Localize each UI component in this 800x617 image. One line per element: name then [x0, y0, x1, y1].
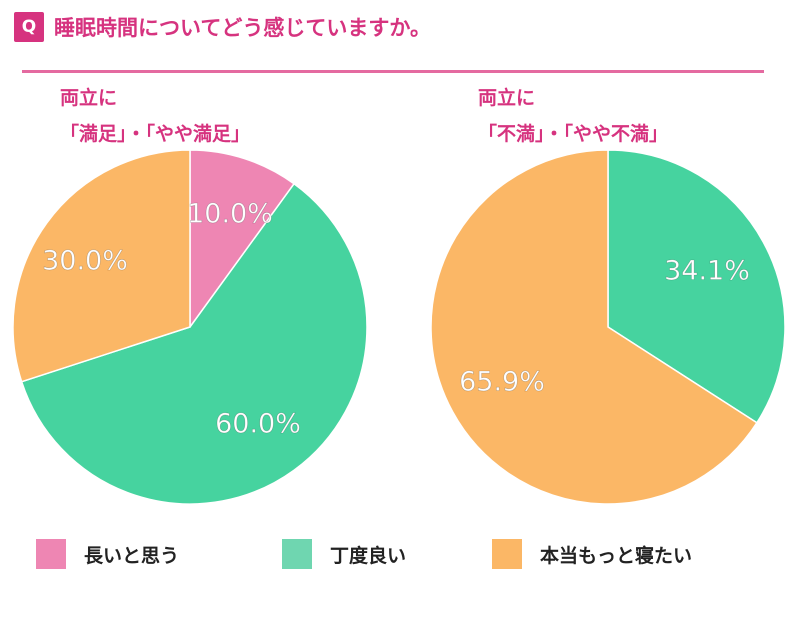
pie0-label-1: 60.0%	[215, 409, 301, 440]
pie0-label-0: 10.0%	[187, 199, 273, 230]
pie0-slice-0	[189, 149, 296, 330]
legend-item-long: 長いと思う	[36, 539, 179, 569]
question-text: 睡眠時間についてどう感じていますか。	[54, 16, 431, 40]
pie0-label-2: 30.0%	[42, 246, 128, 277]
legend-label-more: 本当もっと寝たい	[540, 544, 693, 567]
legend: 長いと思う 丁度良い 本当もっと寝たい	[0, 535, 800, 585]
legend-label-long: 長いと思う	[84, 544, 180, 567]
pie1-label-0: 34.1%	[664, 256, 750, 287]
question-header: Q 睡眠時間についてどう感じていますか。	[14, 12, 431, 42]
pie0-slice-1	[20, 182, 368, 505]
pie1-label-1: 65.9%	[459, 367, 545, 398]
legend-label-good: 丁度良い	[330, 544, 407, 567]
pie0-slice-2	[12, 149, 191, 383]
legend-item-good: 丁度良い	[282, 539, 406, 569]
q-badge: Q	[14, 12, 44, 42]
header-divider	[22, 70, 764, 73]
pie1-slice-1	[430, 149, 758, 505]
legend-item-more: 本当もっと寝たい	[492, 539, 692, 569]
chart-title-satisfied: 両立に 「満足」・「やや満足」	[60, 87, 251, 145]
legend-swatch-more	[492, 539, 522, 569]
chart-title-dissatisfied: 両立に 「不満」・「やや不満」	[478, 87, 669, 145]
legend-swatch-long	[36, 539, 66, 569]
legend-swatch-good	[282, 539, 312, 569]
